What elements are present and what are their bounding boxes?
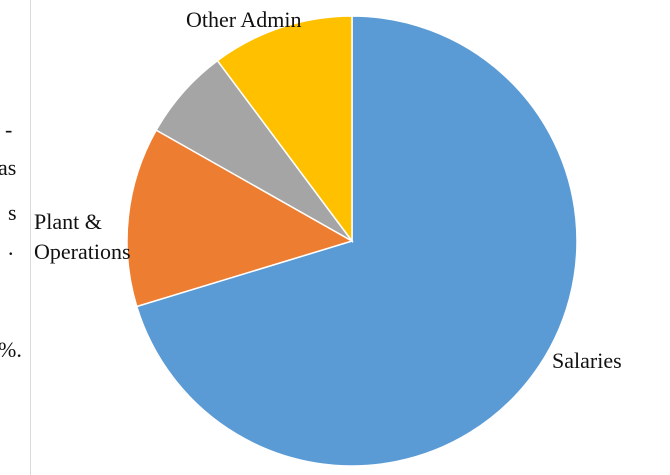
pie-slice [216,15,353,244]
pie-slice [126,129,354,308]
cropped-text: - [5,117,12,142]
cropped-text: . [8,235,14,260]
cropped-text: %. [0,337,22,362]
slice-label: Other Admin [186,7,302,32]
pie-slice [135,15,578,467]
cropped-text: s [8,200,17,225]
slice-label: Salaries [552,348,622,373]
cropped-text: as [0,155,16,180]
slice-label: Plant & Operations [34,209,131,264]
